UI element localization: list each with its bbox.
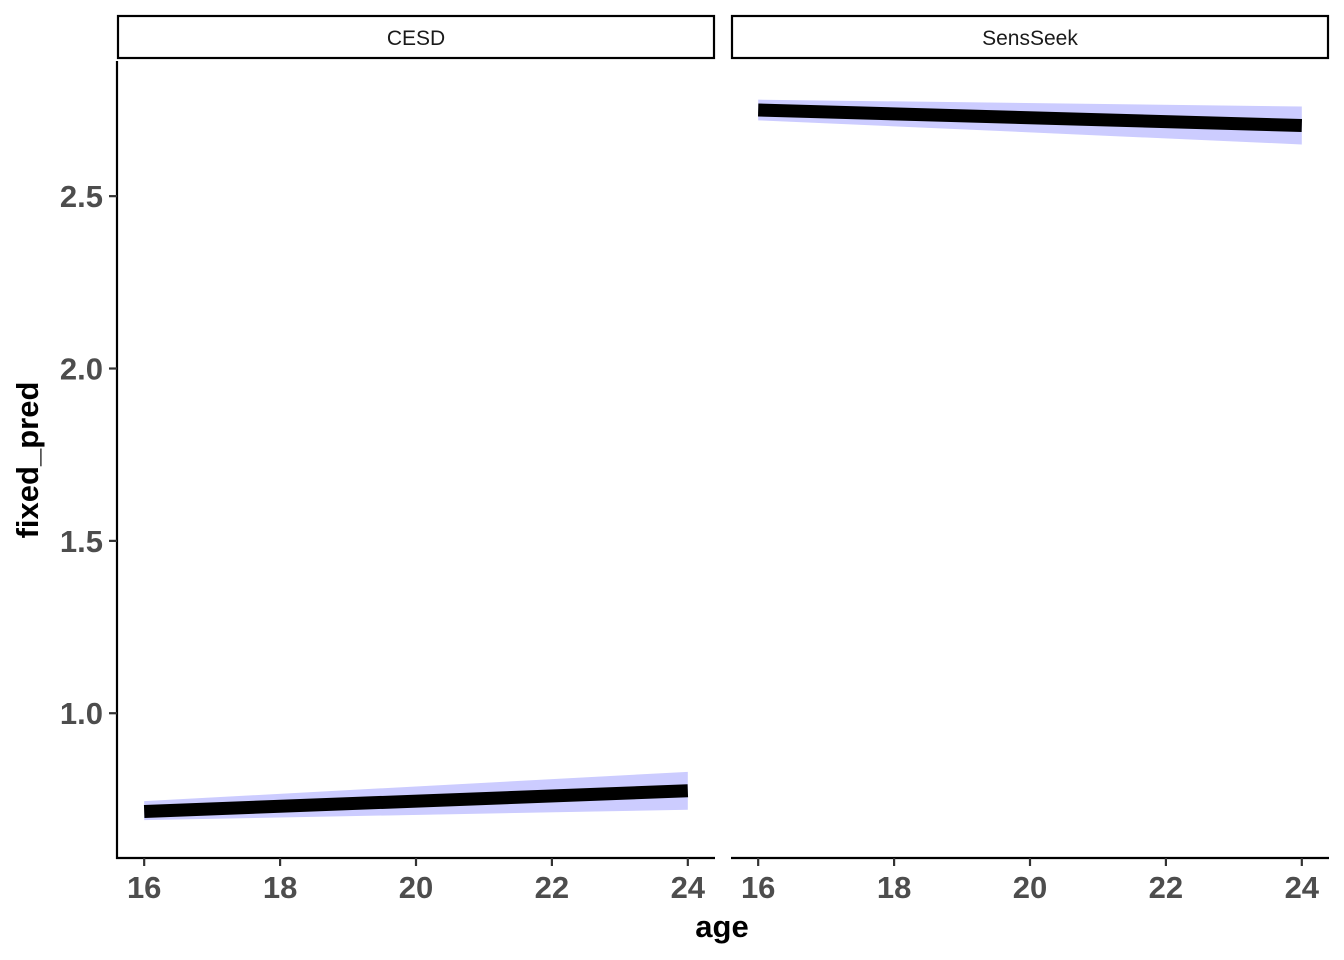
x-tick-label: 24 bbox=[671, 870, 706, 905]
y-tick-label: 2.0 bbox=[60, 352, 103, 387]
strip-cesd-label: CESD bbox=[387, 27, 445, 50]
x-tick-label: 20 bbox=[1013, 870, 1047, 905]
y-axis: 1.0 1.5 2.0 2.5 bbox=[60, 61, 119, 859]
fit-line-sensseek bbox=[757, 103, 1303, 132]
y-axis-ticks: 1.0 1.5 2.0 2.5 bbox=[60, 179, 117, 731]
y-tick-label: 1.0 bbox=[60, 696, 103, 731]
strip-cesd: CESD bbox=[116, 14, 716, 60]
panel-cesd-data bbox=[143, 771, 689, 821]
strip-sensseek-box bbox=[730, 14, 1330, 60]
x-axis-cesd: 16 18 20 22 24 bbox=[116, 856, 715, 905]
y-tick-label: 2.5 bbox=[60, 179, 103, 214]
strip-sensseek-label: SensSeek bbox=[982, 27, 1078, 50]
x-tick-label: 18 bbox=[877, 870, 911, 905]
x-tick-label: 24 bbox=[1285, 870, 1320, 905]
x-axis-title: age bbox=[695, 909, 748, 944]
x-tick-label: 20 bbox=[399, 870, 433, 905]
x-tick-label: 16 bbox=[741, 870, 775, 905]
y-axis-title: fixed_pred bbox=[10, 382, 45, 539]
x-tick-label: 16 bbox=[127, 870, 161, 905]
strip-sensseek: SensSeek bbox=[730, 14, 1330, 60]
x-axis-ticks-sensseek: 16 18 20 22 24 bbox=[741, 858, 1320, 905]
strip-cesd-box bbox=[116, 14, 716, 60]
x-axis-sensseek: 16 18 20 22 24 bbox=[731, 856, 1329, 905]
fit-line-cesd bbox=[143, 784, 689, 818]
panel-sensseek-data bbox=[757, 99, 1303, 145]
x-axis-ticks-cesd: 16 18 20 22 24 bbox=[127, 858, 706, 905]
x-tick-label: 18 bbox=[263, 870, 297, 905]
x-tick-label: 22 bbox=[1149, 870, 1183, 905]
y-tick-label: 1.5 bbox=[60, 524, 103, 559]
x-tick-label: 22 bbox=[535, 870, 569, 905]
